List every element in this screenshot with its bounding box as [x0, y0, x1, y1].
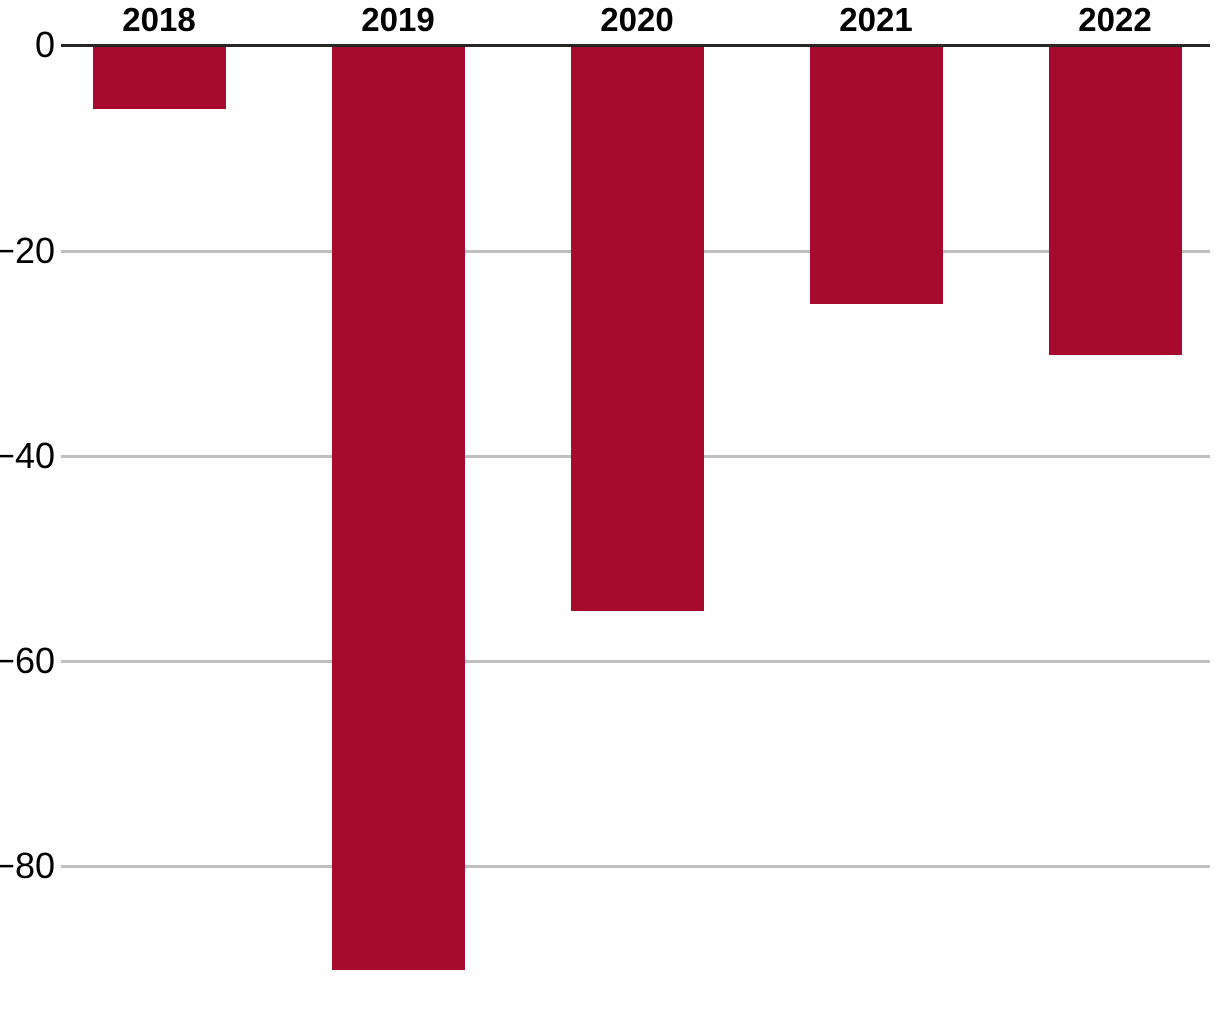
category-label-2022: 2022	[1078, 1, 1152, 38]
category-label-2018: 2018	[122, 1, 196, 38]
bar-2020	[570, 47, 704, 612]
category-label-2020: 2020	[600, 1, 674, 38]
y-tick-label-0: 0	[34, 24, 55, 65]
y-tick-label-neg-80: −80	[0, 845, 55, 886]
gridline-y-neg-60	[61, 659, 1210, 663]
category-label-2021: 2021	[839, 1, 913, 38]
bar-2022	[1048, 47, 1182, 355]
x-axis-zero-line	[61, 44, 1210, 47]
category-label-2019: 2019	[361, 1, 435, 38]
y-tick-label-neg-20: −20	[0, 230, 55, 271]
y-tick-label-neg-60: −60	[0, 640, 55, 681]
gridline-y-neg-80	[61, 864, 1210, 868]
bar-2018	[92, 47, 226, 109]
bar-2021	[809, 47, 943, 304]
bar-2019	[331, 47, 465, 970]
y-tick-label-neg-40: −40	[0, 435, 55, 476]
